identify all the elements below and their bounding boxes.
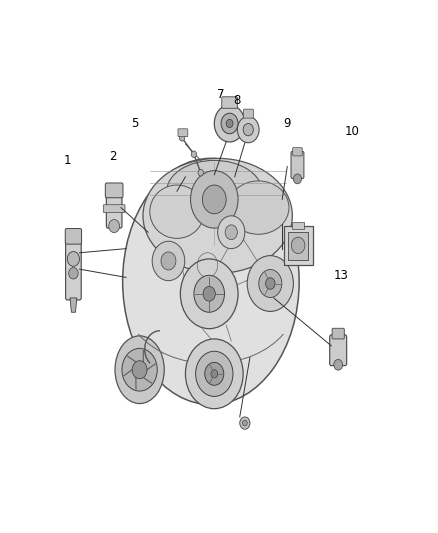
Circle shape: [180, 259, 238, 329]
Ellipse shape: [167, 160, 262, 222]
Polygon shape: [70, 298, 77, 312]
FancyBboxPatch shape: [178, 129, 188, 136]
Circle shape: [69, 268, 78, 279]
Ellipse shape: [150, 185, 204, 238]
Circle shape: [198, 169, 203, 176]
Text: 8: 8: [233, 94, 241, 107]
Circle shape: [191, 171, 238, 228]
FancyBboxPatch shape: [330, 335, 346, 366]
Text: 2: 2: [110, 150, 117, 163]
Text: 1: 1: [64, 154, 71, 167]
Circle shape: [132, 361, 147, 379]
Ellipse shape: [115, 336, 164, 403]
Bar: [293, 222, 304, 229]
Text: 9: 9: [283, 117, 291, 130]
Text: 7: 7: [217, 88, 224, 101]
Circle shape: [152, 241, 185, 281]
FancyBboxPatch shape: [332, 328, 344, 339]
Circle shape: [240, 417, 250, 429]
Circle shape: [291, 237, 305, 254]
FancyBboxPatch shape: [105, 183, 123, 198]
Ellipse shape: [143, 158, 293, 273]
Circle shape: [293, 174, 301, 184]
Circle shape: [226, 119, 233, 127]
Circle shape: [179, 134, 185, 141]
Circle shape: [225, 225, 237, 240]
Circle shape: [214, 105, 245, 142]
FancyBboxPatch shape: [288, 232, 308, 260]
Text: 13: 13: [334, 269, 349, 282]
FancyBboxPatch shape: [65, 229, 81, 244]
Text: 5: 5: [131, 117, 139, 130]
Circle shape: [247, 256, 293, 311]
FancyBboxPatch shape: [66, 238, 81, 300]
Circle shape: [67, 252, 80, 266]
FancyBboxPatch shape: [291, 151, 304, 179]
Circle shape: [122, 349, 157, 391]
Circle shape: [237, 117, 259, 143]
Circle shape: [243, 420, 247, 426]
Ellipse shape: [123, 158, 299, 405]
Circle shape: [191, 151, 197, 158]
Circle shape: [205, 362, 224, 385]
Circle shape: [221, 113, 238, 134]
FancyBboxPatch shape: [103, 205, 125, 213]
Circle shape: [265, 278, 275, 289]
Ellipse shape: [228, 181, 289, 235]
Circle shape: [334, 359, 343, 370]
FancyBboxPatch shape: [293, 148, 302, 156]
Circle shape: [259, 270, 282, 297]
FancyBboxPatch shape: [106, 193, 122, 228]
Circle shape: [202, 185, 226, 214]
FancyBboxPatch shape: [244, 109, 253, 118]
Circle shape: [196, 351, 233, 397]
FancyBboxPatch shape: [284, 226, 313, 265]
Circle shape: [109, 220, 120, 232]
Circle shape: [243, 124, 253, 136]
Text: 10: 10: [344, 125, 359, 138]
Circle shape: [218, 216, 245, 249]
Circle shape: [161, 252, 176, 270]
FancyBboxPatch shape: [222, 97, 237, 108]
Circle shape: [211, 370, 218, 378]
Circle shape: [194, 276, 224, 312]
Circle shape: [185, 339, 243, 409]
Circle shape: [203, 286, 215, 301]
